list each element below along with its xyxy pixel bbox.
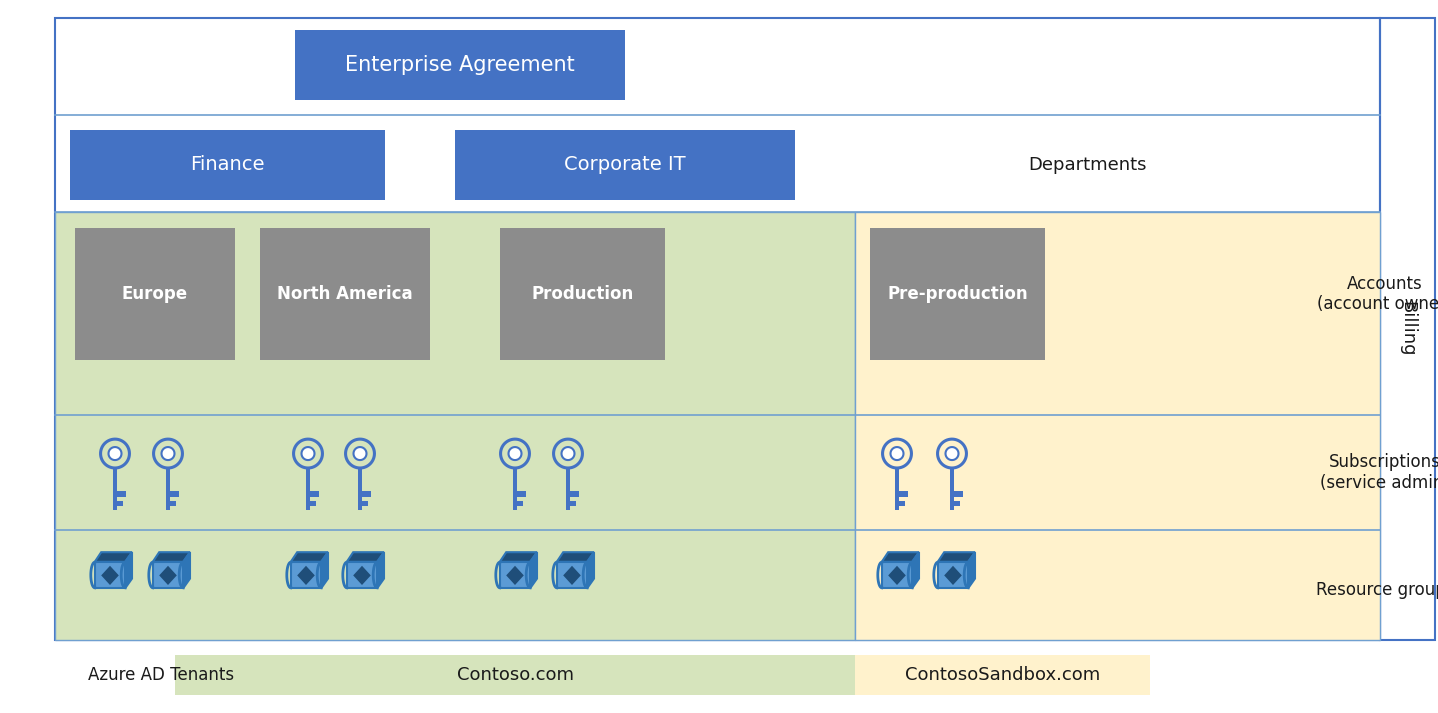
Polygon shape — [564, 566, 581, 585]
Polygon shape — [557, 562, 587, 588]
Bar — [165, 468, 170, 510]
Bar — [295, 30, 626, 100]
Bar — [55, 18, 1380, 640]
Text: ContosoSandbox.com: ContosoSandbox.com — [905, 666, 1100, 684]
Bar — [112, 468, 118, 510]
Text: Enterprise Agreement: Enterprise Agreement — [345, 55, 575, 75]
Polygon shape — [302, 447, 315, 460]
Polygon shape — [377, 552, 384, 588]
Polygon shape — [890, 447, 903, 460]
Polygon shape — [938, 562, 968, 588]
Text: Subscriptions
(service admin): Subscriptions (service admin) — [1320, 453, 1438, 492]
Polygon shape — [889, 566, 906, 585]
Text: Production: Production — [532, 285, 634, 303]
Bar — [565, 468, 571, 510]
Bar — [500, 228, 664, 360]
Polygon shape — [183, 552, 190, 588]
Polygon shape — [108, 447, 121, 460]
Polygon shape — [945, 566, 962, 585]
Bar — [118, 491, 125, 497]
Polygon shape — [354, 566, 371, 585]
Polygon shape — [881, 552, 919, 562]
Bar — [518, 501, 523, 506]
Bar — [55, 212, 856, 640]
Polygon shape — [531, 552, 536, 588]
Polygon shape — [152, 552, 190, 562]
Bar — [899, 501, 905, 506]
Bar — [175, 655, 856, 695]
Polygon shape — [500, 552, 536, 562]
Bar — [856, 655, 1150, 695]
Polygon shape — [938, 552, 975, 562]
Polygon shape — [561, 447, 575, 460]
Polygon shape — [95, 552, 132, 562]
Polygon shape — [881, 562, 912, 588]
Polygon shape — [160, 566, 177, 585]
Polygon shape — [125, 552, 132, 588]
Text: Resource groups: Resource groups — [1316, 581, 1438, 599]
Bar — [362, 501, 368, 506]
Polygon shape — [290, 562, 321, 588]
Text: Europe: Europe — [122, 285, 188, 303]
Bar — [518, 491, 526, 497]
Bar — [870, 228, 1045, 360]
Bar — [358, 468, 362, 510]
Bar — [75, 228, 234, 360]
Bar — [571, 501, 577, 506]
Polygon shape — [95, 562, 125, 588]
Polygon shape — [587, 552, 594, 588]
Polygon shape — [161, 447, 174, 460]
Bar — [306, 468, 311, 510]
Text: Azure AD Tenants: Azure AD Tenants — [88, 666, 234, 684]
Bar — [454, 130, 795, 200]
Polygon shape — [347, 562, 377, 588]
Bar — [955, 501, 961, 506]
Text: Corporate IT: Corporate IT — [564, 155, 686, 175]
Bar — [571, 491, 578, 497]
Text: Pre-production: Pre-production — [887, 285, 1028, 303]
Text: Departments: Departments — [1028, 156, 1146, 174]
Polygon shape — [290, 552, 328, 562]
Bar — [899, 491, 907, 497]
Bar — [1380, 18, 1435, 640]
Bar — [260, 228, 430, 360]
Polygon shape — [152, 562, 183, 588]
Bar — [170, 491, 178, 497]
Polygon shape — [347, 552, 384, 562]
Text: Contoso.com: Contoso.com — [456, 666, 574, 684]
Bar — [311, 501, 316, 506]
Polygon shape — [557, 552, 594, 562]
Bar — [362, 491, 371, 497]
Text: Billing: Billing — [1399, 302, 1416, 356]
Polygon shape — [509, 447, 522, 460]
Polygon shape — [298, 566, 315, 585]
Bar — [311, 491, 319, 497]
Bar — [949, 468, 955, 510]
Polygon shape — [968, 552, 975, 588]
Bar — [118, 501, 124, 506]
Polygon shape — [500, 562, 531, 588]
Bar — [170, 501, 175, 506]
Bar — [70, 130, 385, 200]
Polygon shape — [321, 552, 328, 588]
Bar — [513, 468, 518, 510]
Polygon shape — [946, 447, 959, 460]
Polygon shape — [506, 566, 523, 585]
Text: Accounts
(account owner): Accounts (account owner) — [1317, 275, 1438, 314]
Polygon shape — [101, 566, 119, 585]
Bar — [955, 491, 962, 497]
Bar — [894, 468, 899, 510]
Bar — [856, 212, 1380, 640]
Polygon shape — [912, 552, 919, 588]
Polygon shape — [354, 447, 367, 460]
Text: North America: North America — [278, 285, 413, 303]
Text: Finance: Finance — [190, 155, 265, 175]
